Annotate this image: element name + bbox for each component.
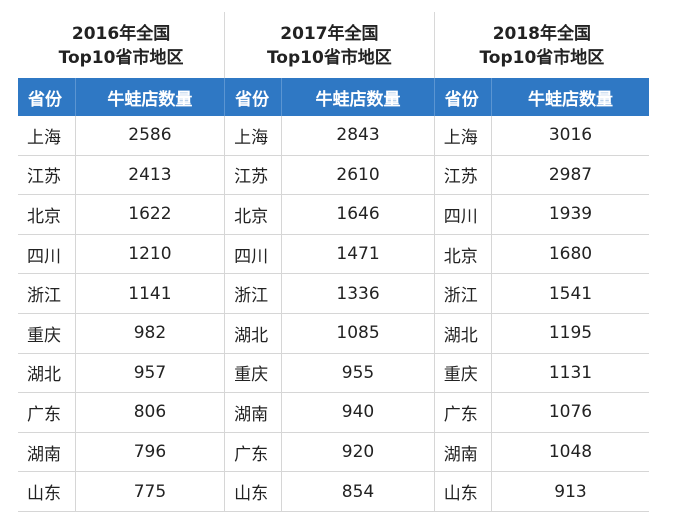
province-cell: 江苏 <box>18 154 76 195</box>
group-title-2016: 2016年全国 Top10省市地区 <box>18 12 225 78</box>
province-cell: 重庆 <box>18 312 76 354</box>
column-header-province: 省份 <box>18 78 76 116</box>
store-count-cell: 1076 <box>490 392 649 433</box>
province-cell: 上海 <box>27 127 61 148</box>
store-count-cell: 1085 <box>281 312 435 354</box>
province-cell: 湖北 <box>433 312 492 354</box>
group-year-label: 2016年全国 <box>71 24 171 44</box>
province-cell: 四川 <box>224 233 282 274</box>
province-cell: 广东 <box>433 392 492 433</box>
store-count-cell: 1336 <box>281 273 435 314</box>
province-cell: 湖北 <box>224 312 282 354</box>
province-cell: 浙江 <box>224 273 282 314</box>
province-cell: 湖南 <box>433 431 492 472</box>
group-subtitle-label: Top10省市地区 <box>479 48 605 68</box>
province-cell: 北京 <box>433 233 492 274</box>
store-count-cell: 775 <box>74 471 225 512</box>
province-cell: 北京 <box>224 194 282 235</box>
store-count-cell: 2586 <box>74 116 225 156</box>
table-row: 北京 1622 北京 1646 四川 1939 <box>18 194 649 235</box>
column-header-count: 牛蛙店数量 <box>490 78 649 116</box>
store-count-cell: 955 <box>281 352 435 393</box>
province-cell: 北京 <box>18 194 76 235</box>
store-count-cell: 1048 <box>490 431 649 472</box>
table-row: 湖南 796 广东 920 湖南 1048 <box>18 431 649 472</box>
store-count-cell: 1141 <box>74 273 225 314</box>
column-header-province: 省份 <box>433 78 492 116</box>
store-count-cell: 1471 <box>281 233 435 274</box>
table-row: 山东 775 山东 854 山东 913 <box>18 471 649 512</box>
province-cell: 浙江 <box>433 273 492 314</box>
store-count-cell: 1939 <box>490 194 649 235</box>
store-count-cell: 1680 <box>490 233 649 274</box>
province-cell: 广东 <box>224 431 282 472</box>
group-title-2017: 2017年全国 Top10省市地区 <box>224 12 435 78</box>
store-count-cell: 1131 <box>490 352 649 393</box>
store-count-cell: 3016 <box>490 116 649 156</box>
column-header-count: 牛蛙店数量 <box>281 78 435 116</box>
table-row: 四川 1210 四川 1471 北京 1680 <box>18 233 649 274</box>
column-header-count: 牛蛙店数量 <box>74 78 225 116</box>
store-count-cell: 2987 <box>490 154 649 195</box>
group-title-2018: 2018年全国 Top10省市地区 <box>433 12 649 78</box>
table-row: 浙江 1141 浙江 1336 浙江 1541 <box>18 273 649 314</box>
store-count-cell: 1622 <box>74 194 225 235</box>
province-cell: 四川 <box>18 233 76 274</box>
store-count-cell: 1210 <box>74 233 225 274</box>
table-body: 上海 2586 上海 2843 上海 3016 江苏 2413 江苏 2610 江苏 2987 北京 16… <box>18 116 649 512</box>
group-subtitle-label: Top10省市地区 <box>58 48 184 68</box>
province-cell: 浙江 <box>18 273 76 314</box>
store-count-cell: 1541 <box>490 273 649 314</box>
store-count-cell: 2843 <box>281 116 435 156</box>
province-cell: 湖南 <box>18 431 76 472</box>
store-count-cell: 913 <box>490 471 649 512</box>
group-subtitle-label: Top10省市地区 <box>266 48 392 68</box>
top10-table-container: 2016年全国 Top10省市地区 2017年全国 Top10省市地区 2018… <box>18 12 649 512</box>
group-year-label: 2018年全国 <box>492 24 592 44</box>
store-count-cell: 796 <box>74 431 225 472</box>
province-cell: 江苏 <box>433 154 492 195</box>
table-row: 江苏 2413 江苏 2610 江苏 2987 <box>18 154 649 195</box>
store-count-cell: 2413 <box>74 154 225 195</box>
province-cell: 重庆 <box>224 352 282 393</box>
column-header-province: 省份 <box>224 78 282 116</box>
table-row: 上海 2586 上海 2843 上海 3016 <box>18 116 649 156</box>
store-count-cell: 854 <box>281 471 435 512</box>
province-cell: 湖南 <box>224 392 282 433</box>
group-title-row: 2016年全国 Top10省市地区 2017年全国 Top10省市地区 2018… <box>18 12 649 78</box>
province-cell: 四川 <box>433 194 492 235</box>
province-cell: 重庆 <box>433 352 492 393</box>
group-year-label: 2017年全国 <box>280 24 379 44</box>
table-row: 重庆 982 湖北 1085 湖北 1195 <box>18 312 649 354</box>
province-cell: 上海 <box>224 116 282 156</box>
top10-provinces-table: 2016年全国 Top10省市地区 2017年全国 Top10省市地区 2018… <box>18 12 649 512</box>
store-count-cell: 920 <box>281 431 435 472</box>
province-cell: 山东 <box>18 471 76 512</box>
province-cell: 湖北 <box>18 352 76 393</box>
province-cell: 上海 <box>433 116 492 156</box>
store-count-cell: 982 <box>74 312 225 354</box>
province-cell: 广东 <box>18 392 76 433</box>
province-cell: 江苏 <box>224 154 282 195</box>
store-count-cell: 1195 <box>490 312 649 354</box>
column-header-row: 省份 牛蛙店数量 省份 牛蛙店数量 省份 牛蛙店数量 <box>18 78 649 116</box>
table-row: 广东 806 湖南 940 广东 1076 <box>18 392 649 433</box>
province-cell: 山东 <box>433 471 492 512</box>
store-count-cell: 806 <box>74 392 225 433</box>
store-count-cell: 2610 <box>281 154 435 195</box>
store-count-cell: 957 <box>74 352 225 393</box>
store-count-cell: 940 <box>281 392 435 433</box>
store-count-cell: 1646 <box>281 194 435 235</box>
province-cell: 山东 <box>224 471 282 512</box>
table-row: 湖北 957 重庆 955 重庆 1131 <box>18 352 649 393</box>
